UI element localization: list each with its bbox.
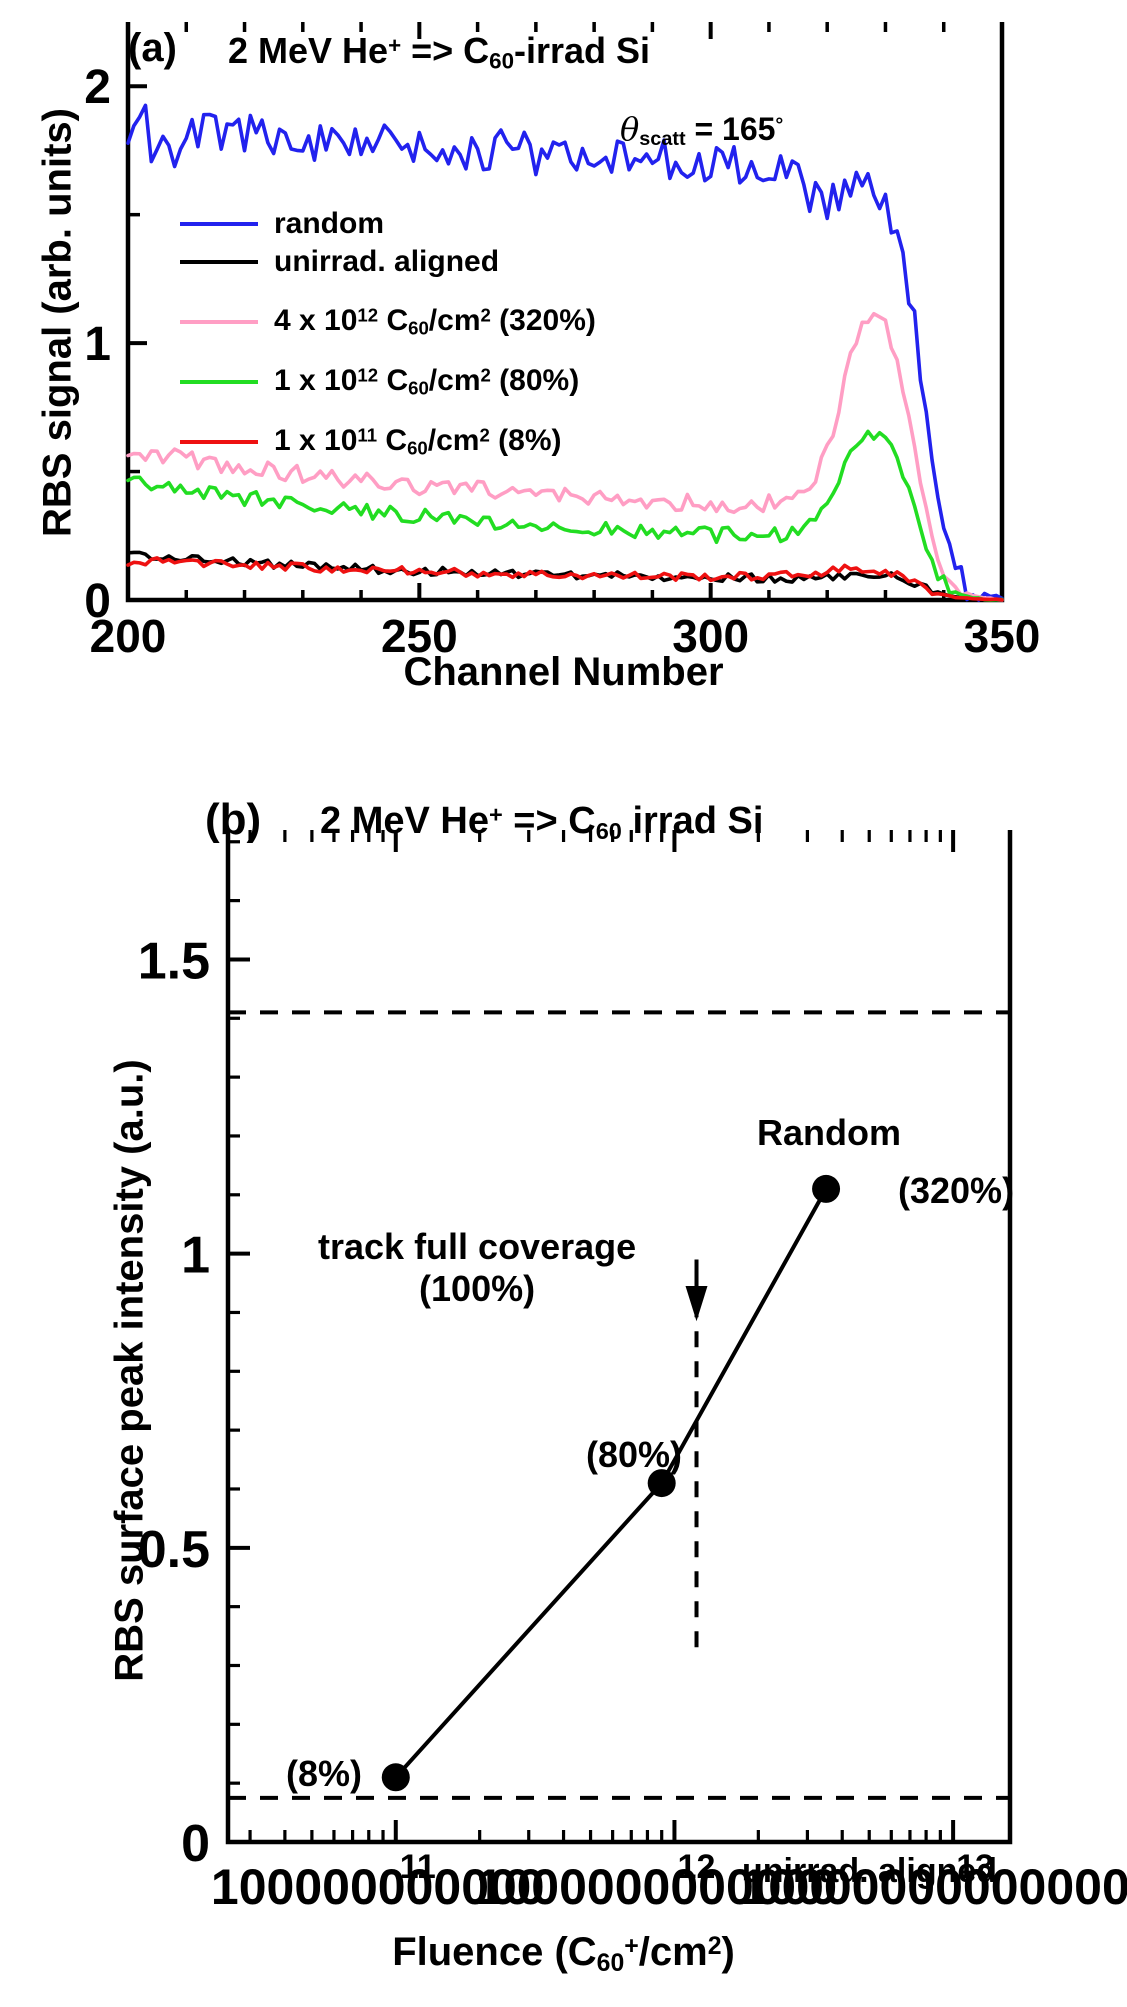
legend-label-320: 4 x 1012 C60/cm2 (320%) bbox=[274, 303, 596, 339]
theta-symbol: θ bbox=[620, 110, 640, 148]
theta-subscript: scatt bbox=[639, 127, 686, 150]
panel-a-x-axis-label: Channel Number bbox=[403, 650, 724, 694]
fluence-close: ) bbox=[721, 1930, 735, 1974]
panel-a-title-tail: -irrad Si bbox=[514, 30, 651, 71]
panel-b-xtick-13: 10000000000000 bbox=[740, 1859, 1127, 1915]
panel-b-data-point-2[interactable] bbox=[812, 1174, 841, 1203]
fluence-tail-sup: 2 bbox=[707, 1932, 722, 1960]
legend-item-80[interactable]: 1 x 1012 C60/cm2 (80%) bbox=[180, 363, 596, 401]
legend-swatch-unirrad-aligned bbox=[180, 260, 258, 264]
legend-swatch-random bbox=[180, 222, 258, 226]
panel-b-xtick-exponent-11: 11 bbox=[400, 1848, 436, 1886]
panel-a-ytick-0: 0 bbox=[84, 575, 111, 628]
track-coverage-line1: track full coverage bbox=[318, 1226, 637, 1267]
panel-a-title-energy: 2 MeV He bbox=[228, 30, 389, 71]
panel-b-title-energy: 2 MeV He bbox=[320, 800, 489, 842]
panel-b-title-tail: irrad Si bbox=[621, 800, 764, 842]
fluence-charge: + bbox=[624, 1932, 639, 1960]
legend-label-unirrad-aligned: unirrad. aligned bbox=[274, 245, 500, 278]
panel-a-title: 2 MeV He+ => C60-irrad Si bbox=[228, 30, 650, 75]
legend-label-random: random bbox=[274, 207, 385, 240]
panel-a-series-4 bbox=[126, 556, 1004, 602]
panel-b-title-sub: 60 bbox=[595, 817, 622, 844]
panel-b-point-label-80: (80%) bbox=[586, 1434, 683, 1475]
panel-b-track-coverage-label: track full coverage (100%) bbox=[318, 1226, 636, 1310]
theta-value: = 165 bbox=[694, 111, 776, 147]
fluence-tail: /cm bbox=[638, 1930, 708, 1974]
panel-b-xtick-12: 1000000000000 bbox=[476, 1859, 838, 1915]
legend-label-80: 1 x 1012 C60/cm2 (80%) bbox=[274, 363, 580, 399]
panel-a-xtick-350: 350 bbox=[964, 610, 1041, 662]
panel-b-ytick-1.5: 1.5 bbox=[138, 932, 210, 990]
panel-b-title-charge: + bbox=[488, 801, 503, 828]
panel-a: RBS signal (arb. units) (a) 2 MeV He+ =>… bbox=[0, 0, 1127, 720]
legend-swatch-80 bbox=[180, 380, 258, 384]
panel-a-series-2 bbox=[126, 311, 1004, 602]
track-coverage-line2: (100%) bbox=[419, 1268, 536, 1309]
panel-b: RBS surface peak intensity (a.u.) (b) 2 … bbox=[0, 740, 1127, 2007]
panel-a-ytick-2: 2 bbox=[84, 61, 111, 114]
panel-b-xtick-exponent-12: 12 bbox=[678, 1848, 716, 1886]
panel-b-ytick-1: 1 bbox=[181, 1227, 210, 1285]
panel-a-series-0 bbox=[126, 103, 1004, 602]
panel-a-ytick-1: 1 bbox=[84, 318, 111, 371]
panel-a-xtick-200: 200 bbox=[90, 610, 167, 662]
panel-a-series-3 bbox=[126, 429, 1004, 602]
panel-b-ytick-0: 0 bbox=[181, 1815, 210, 1873]
panel-a-legend: random unirrad. aligned 4 x 1012 C60/cm2… bbox=[180, 205, 596, 461]
panel-a-xtick-300: 300 bbox=[672, 610, 749, 662]
panel-b-track-coverage-arrow bbox=[685, 1285, 708, 1322]
legend-swatch-320 bbox=[180, 320, 258, 324]
panel-b-point-label-8: (8%) bbox=[286, 1753, 363, 1794]
panel-a-title-sub: 60 bbox=[489, 48, 514, 74]
panel-b-point-label-320: (320%) bbox=[898, 1170, 1015, 1211]
panel-b-xtick-exponent-13: 13 bbox=[956, 1848, 994, 1886]
panel-b-x-axis-label: Fluence (C60+/cm2) bbox=[0, 1930, 1127, 1978]
legend-item-random[interactable]: random bbox=[180, 205, 596, 243]
legend-label-8: 1 x 1011 C60/cm2 (8%) bbox=[274, 423, 562, 459]
panel-b-unirrad-aligned-label: unirrad. aligned bbox=[742, 1852, 998, 1890]
panel-b-y-axis-label: RBS surface peak intensity (a.u.) bbox=[107, 1059, 152, 1682]
panel-b-random-label: Random bbox=[757, 1112, 901, 1153]
degree-symbol: ° bbox=[775, 114, 784, 137]
fluence-sub: 60 bbox=[596, 1950, 625, 1978]
panel-a-title-arrow: => C bbox=[401, 30, 490, 71]
panel-a-plot-area: 200 250 300 350 0 1 2 bbox=[84, 22, 1041, 662]
legend-item-320[interactable]: 4 x 1012 C60/cm2 (320%) bbox=[180, 303, 596, 341]
panel-b-tag: (b) bbox=[205, 795, 262, 844]
panel-b-xtick-11: 100000000000 bbox=[211, 1859, 545, 1915]
legend-swatch-8 bbox=[180, 440, 258, 444]
legend-item-8[interactable]: 1 x 1011 C60/cm2 (8%) bbox=[180, 423, 596, 461]
panel-a-xtick-250: 250 bbox=[381, 610, 458, 662]
legend-item-unirrad-aligned[interactable]: unirrad. aligned bbox=[180, 243, 596, 281]
fluence-head: Fluence (C bbox=[392, 1930, 597, 1974]
panel-b-data-point-1[interactable] bbox=[647, 1469, 676, 1498]
panel-a-y-axis-label: RBS signal (arb. units) bbox=[35, 108, 80, 537]
panel-a-scattering-angle-annotation: θscatt = 165° bbox=[620, 110, 783, 151]
panel-b-ytick-0.5: 0.5 bbox=[138, 1521, 210, 1579]
panel-a-tag: (a) bbox=[128, 26, 177, 70]
panel-a-title-charge: + bbox=[388, 32, 402, 58]
panel-b-data-point-0[interactable] bbox=[381, 1763, 410, 1792]
panel-b-title-arrow: => C bbox=[502, 800, 596, 842]
panel-b-title: 2 MeV He+ => C60 irrad Si bbox=[320, 800, 763, 845]
